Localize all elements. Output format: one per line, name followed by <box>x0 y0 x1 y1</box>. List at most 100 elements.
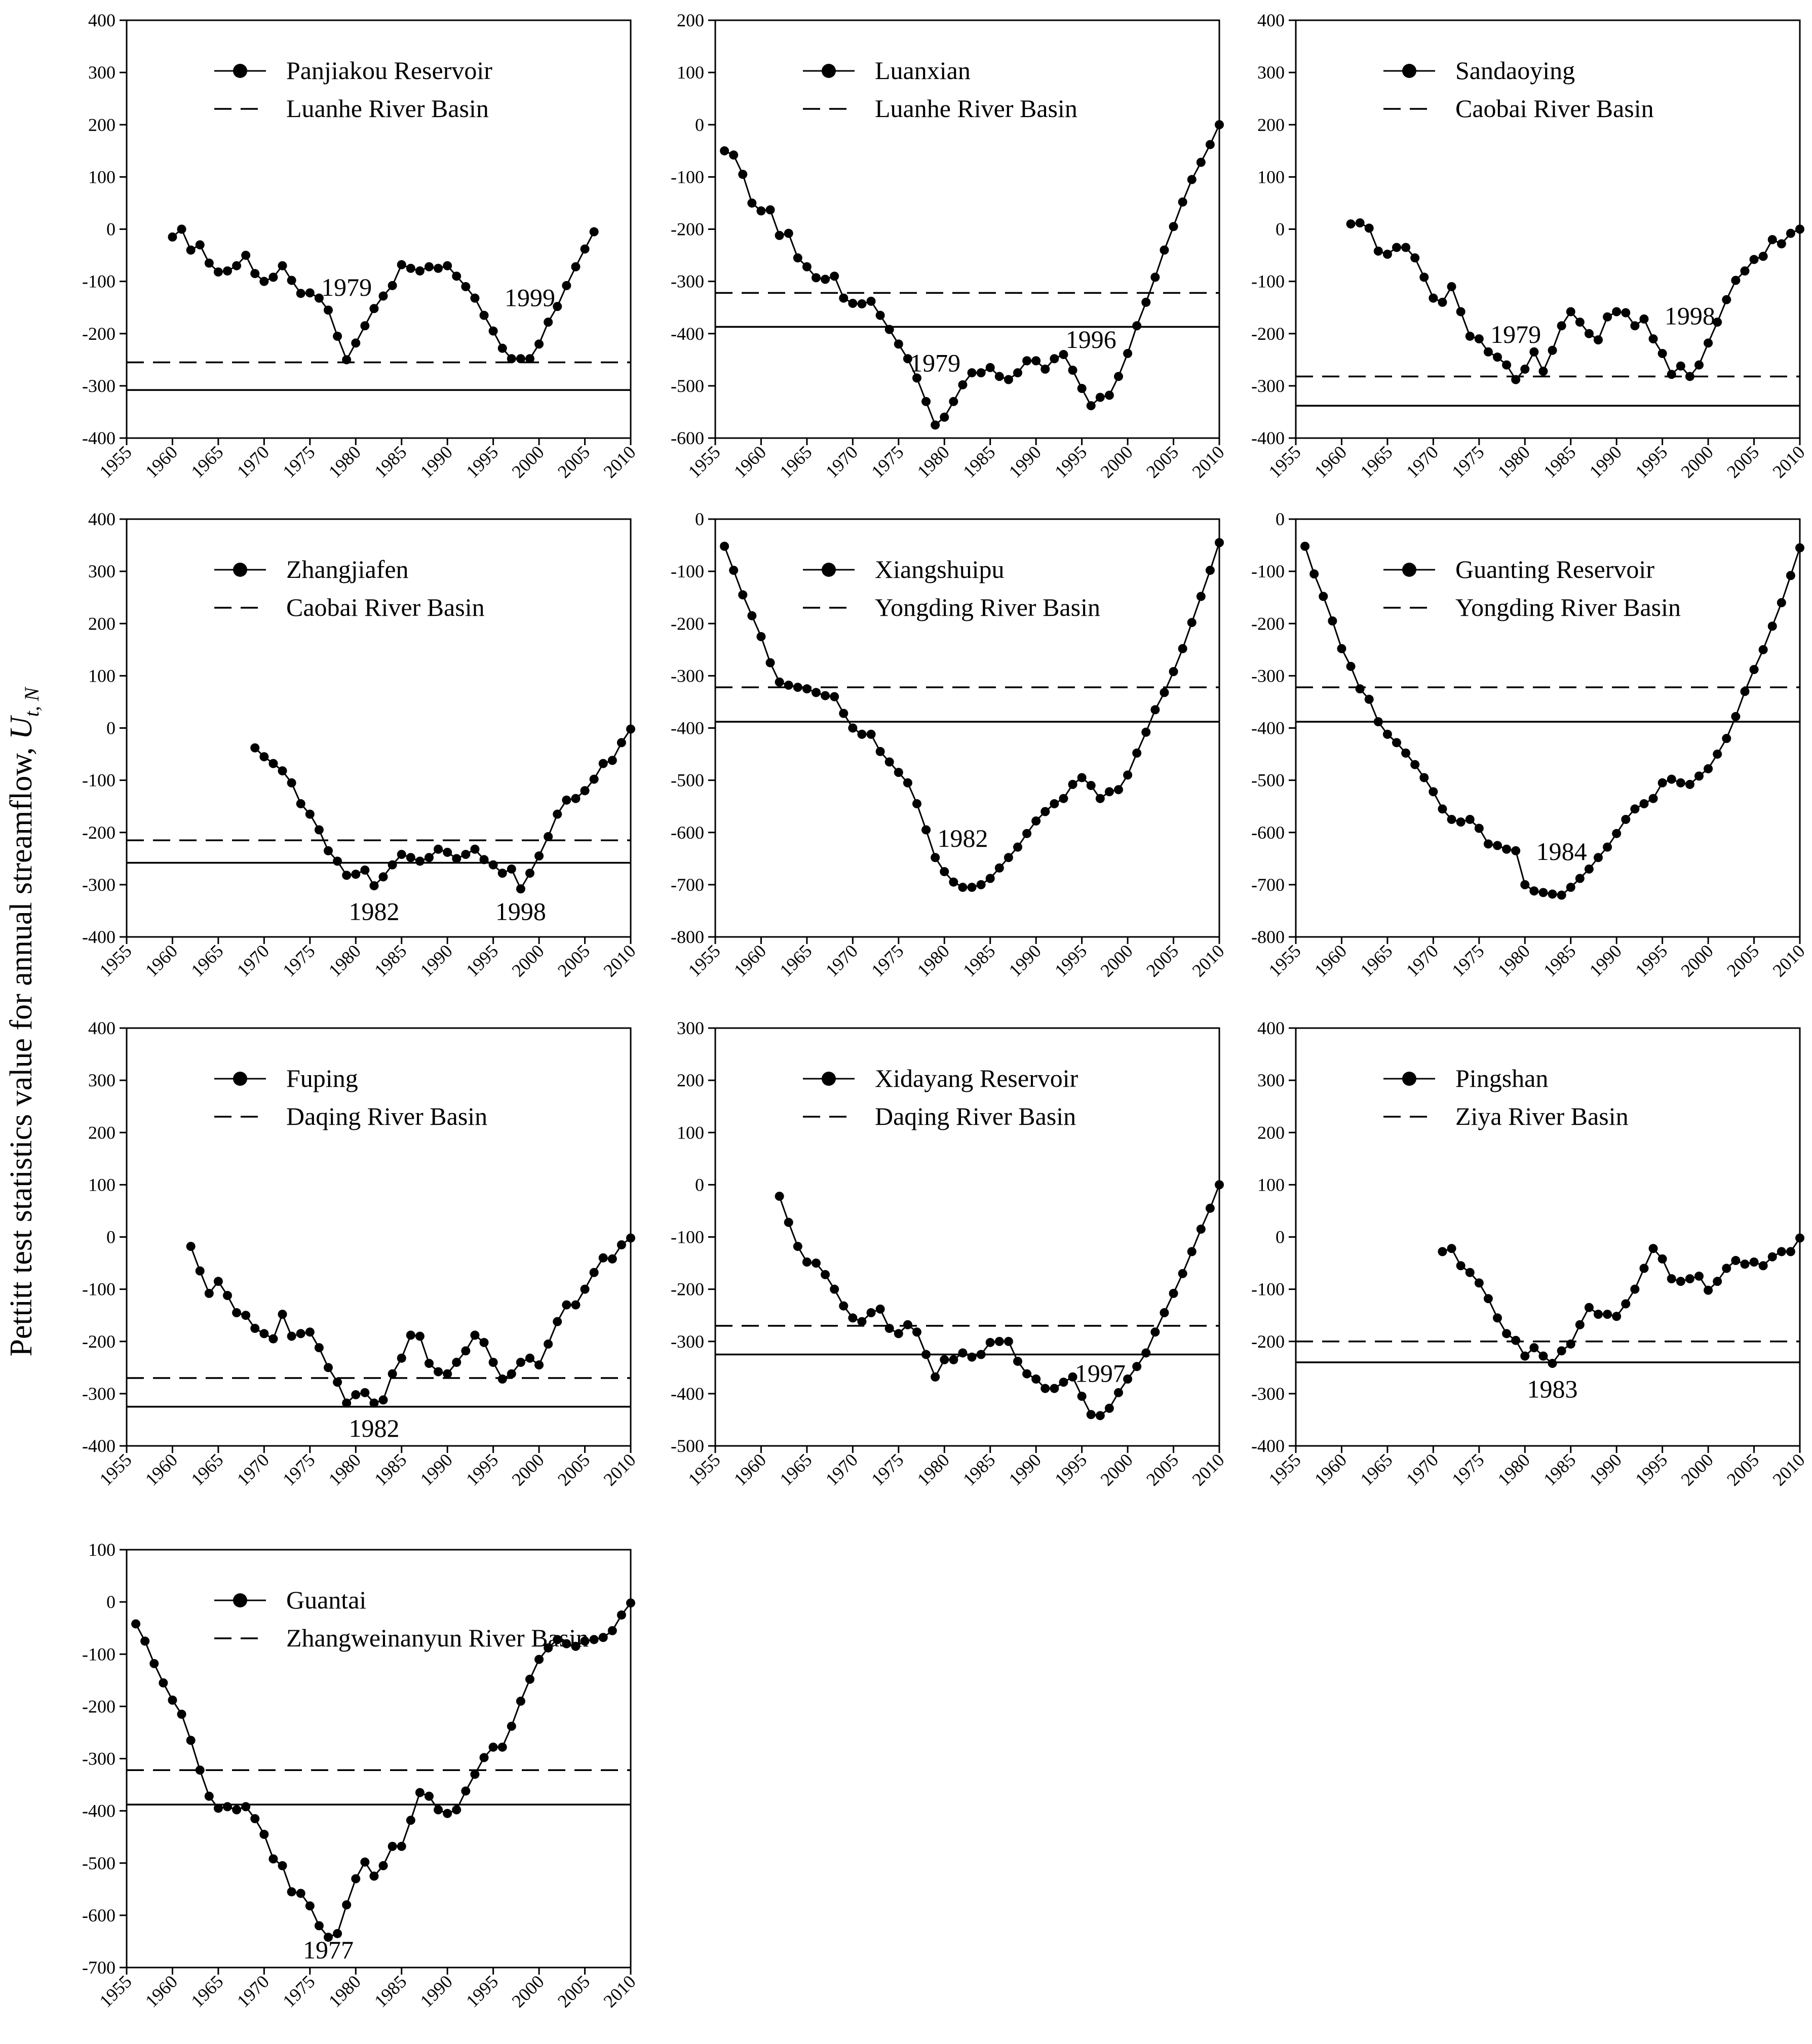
y-tick-label: -700 <box>1251 875 1285 895</box>
x-tick-label: 2000 <box>1677 1449 1717 1489</box>
data-point <box>369 304 379 313</box>
legend-basin-label: Caobai River Basin <box>286 593 485 621</box>
data-point <box>488 1358 498 1367</box>
y-tick-label: -300 <box>82 1749 115 1769</box>
data-point <box>571 262 581 271</box>
x-tick-label: 2000 <box>508 1449 548 1489</box>
x-tick-label: 1970 <box>1402 940 1442 980</box>
data-point <box>140 1636 150 1646</box>
data-point <box>342 1900 352 1910</box>
data-point <box>626 724 635 734</box>
data-point <box>1722 1264 1731 1273</box>
data-point <box>1795 1233 1804 1243</box>
data-point <box>1594 1310 1603 1319</box>
data-point <box>1786 571 1795 580</box>
data-point <box>1309 569 1319 579</box>
data-point <box>1749 665 1759 674</box>
x-tick-label: 2010 <box>1188 1449 1228 1489</box>
y-tick-label: -400 <box>671 1384 704 1404</box>
data-point <box>1300 541 1310 551</box>
y-tick-label: -400 <box>671 718 704 738</box>
data-point <box>1004 853 1013 862</box>
data-point <box>1685 779 1694 789</box>
change-point-annotation: 1982 <box>937 824 988 852</box>
data-point <box>949 397 958 406</box>
y-tick-label: 300 <box>88 561 115 581</box>
y-tick-label: -100 <box>1251 271 1285 292</box>
legend-basin-label: Caobai River Basin <box>1455 94 1654 123</box>
data-point <box>1566 883 1575 892</box>
x-tick-label: 1965 <box>776 940 816 980</box>
y-tick-label: -100 <box>1251 1279 1285 1300</box>
x-tick-label: 2000 <box>1097 442 1137 482</box>
data-point <box>1438 297 1447 307</box>
data-point <box>241 1311 251 1320</box>
data-point <box>232 1308 242 1318</box>
data-point <box>994 863 1004 873</box>
change-point-annotation: 1982 <box>349 1414 399 1442</box>
data-point <box>1328 616 1337 626</box>
data-point <box>1050 1384 1059 1393</box>
data-point <box>912 799 921 809</box>
x-tick-label: 1975 <box>867 940 907 980</box>
data-point <box>305 1901 315 1911</box>
data-point <box>507 1369 516 1379</box>
legend-marker-swatch <box>1402 563 1416 577</box>
figure-y-axis-label: Pettitt test statistics value for annual… <box>4 686 43 1356</box>
data-point <box>912 1327 921 1337</box>
x-tick-label: 1975 <box>867 442 907 482</box>
y-tick-label: -400 <box>82 1436 115 1456</box>
data-point <box>1187 175 1197 184</box>
data-point <box>1004 375 1013 384</box>
x-tick-label: 1980 <box>913 442 953 482</box>
data-point <box>756 206 766 216</box>
data-point <box>369 881 379 890</box>
data-point <box>812 273 821 283</box>
data-point <box>1704 1285 1713 1295</box>
x-tick-label: 1980 <box>913 940 953 980</box>
legend-basin-label: Daqing River Basin <box>286 1102 487 1130</box>
legend-basin-label: Yongding River Basin <box>1455 593 1681 621</box>
data-point <box>821 1270 830 1279</box>
data-point <box>1077 1392 1087 1401</box>
y-tick-label: -400 <box>82 1801 115 1821</box>
data-point <box>1758 645 1768 654</box>
x-tick-label: 1960 <box>1310 940 1351 980</box>
y-tick-label: -400 <box>82 927 115 947</box>
data-point <box>443 261 452 270</box>
data-point <box>1676 361 1685 371</box>
x-tick-label: 1980 <box>325 1971 365 2011</box>
y-tick-label: -500 <box>671 376 704 396</box>
change-point-annotation: 1998 <box>495 897 546 925</box>
data-point <box>738 170 748 179</box>
data-point <box>360 321 370 331</box>
data-point <box>333 1929 342 1938</box>
x-tick-label: 1995 <box>1631 940 1671 980</box>
data-point <box>1493 1313 1502 1323</box>
data-point <box>1123 348 1133 358</box>
data-point <box>1114 785 1123 795</box>
x-tick-label: 1965 <box>187 1449 227 1489</box>
x-tick-label: 1970 <box>233 1971 273 2011</box>
data-point <box>1639 314 1649 324</box>
data-point <box>1749 255 1759 264</box>
legend-station-label: Zhangjiafen <box>286 555 409 583</box>
y-tick-label: 400 <box>1257 1018 1285 1038</box>
x-tick-label: 1960 <box>141 442 181 482</box>
change-point-annotation: 1977 <box>303 1936 354 1964</box>
y-tick-label: -300 <box>1251 376 1285 396</box>
data-point <box>1392 243 1401 252</box>
x-tick-label: 1985 <box>959 940 999 980</box>
data-point <box>1538 1351 1548 1361</box>
data-point <box>1594 853 1603 862</box>
data-point <box>397 260 406 269</box>
y-tick-label: -200 <box>1251 613 1285 634</box>
data-point <box>168 232 177 242</box>
data-point <box>305 809 315 819</box>
x-tick-label: 1990 <box>416 1449 456 1489</box>
x-tick-label: 1995 <box>462 1449 502 1489</box>
